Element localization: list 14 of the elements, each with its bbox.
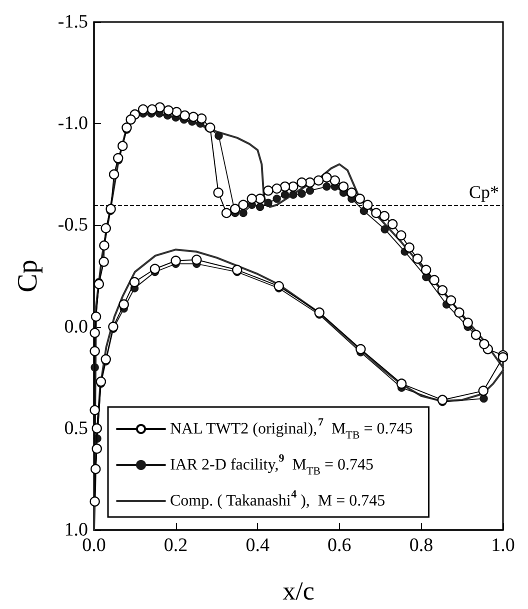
y-tick-label: -0.5 xyxy=(58,214,88,236)
x-tick-label: 0.6 xyxy=(328,535,352,556)
x-tick-label: 0.8 xyxy=(409,535,434,556)
y-tick-label: 0.5 xyxy=(64,418,88,439)
y-tick-label: -1.0 xyxy=(58,113,88,134)
x-axis-title: x/c xyxy=(282,576,314,606)
y-tick-label: 0.0 xyxy=(64,316,88,338)
x-tick-label: 0.4 xyxy=(246,535,270,556)
y-tick-label: -1.5 xyxy=(58,12,88,32)
ref-line-label: Cp* xyxy=(468,182,499,202)
x-tick-label: 0.2 xyxy=(164,535,188,556)
x-tick-label: 0.0 xyxy=(82,535,106,556)
y-axis-title: Cp xyxy=(12,260,44,292)
x-tick-label: 1.0 xyxy=(491,535,515,556)
